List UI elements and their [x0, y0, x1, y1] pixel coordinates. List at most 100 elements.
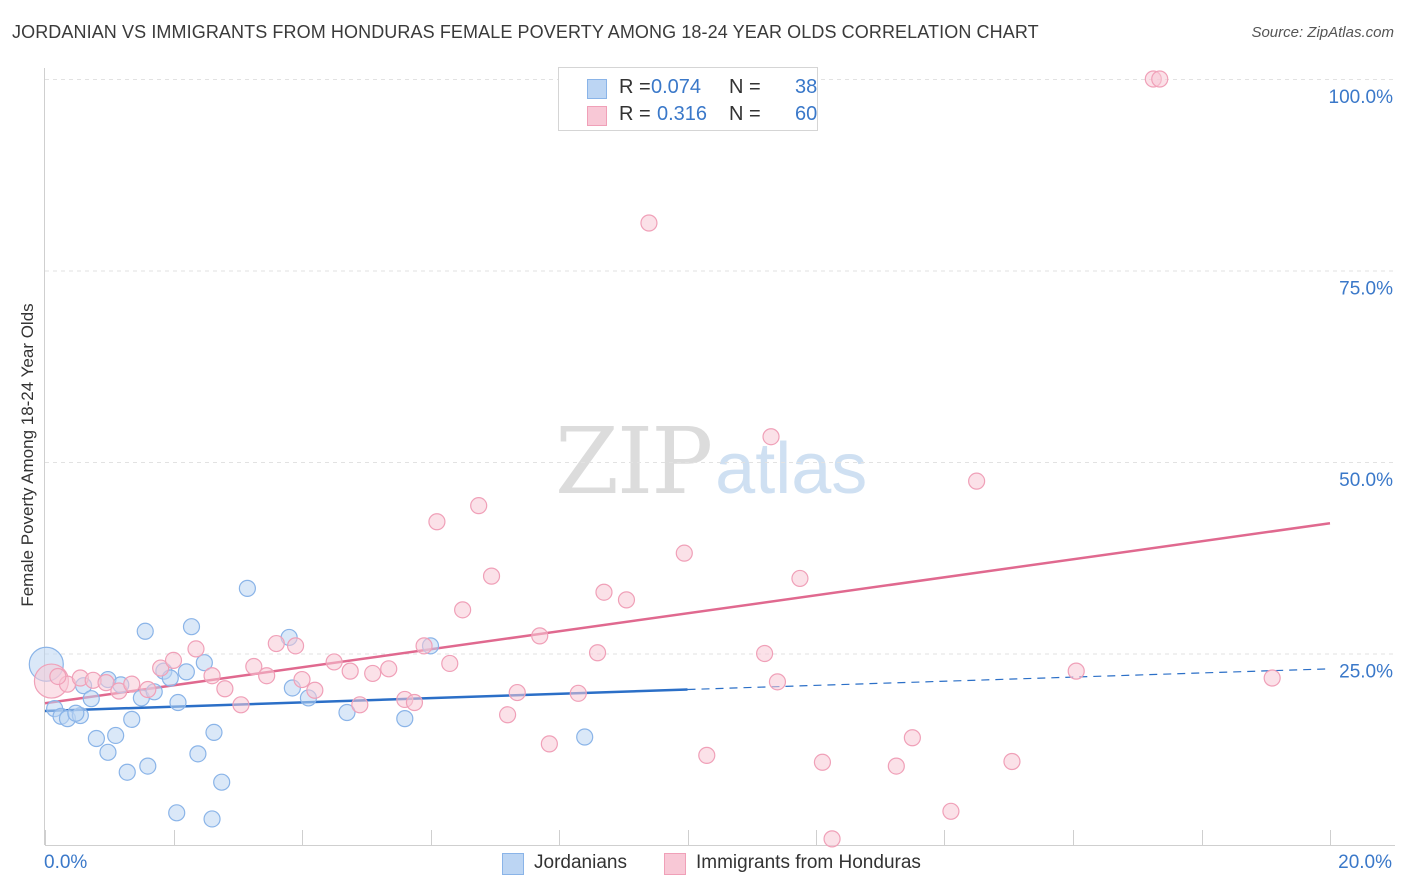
honduras-point: [216, 680, 234, 698]
source-credit: Source: ZipAtlas.com: [1251, 24, 1394, 41]
y-tick-labels: 100.0% 75.0% 50.0% 25.0%: [1329, 87, 1394, 683]
jordanian-point: [182, 618, 201, 636]
honduras-point: [364, 664, 382, 683]
jordanian-point: [189, 745, 207, 763]
legend-n-value: 60: [795, 103, 818, 125]
honduras-point: [470, 497, 488, 515]
honduras-point: [258, 667, 276, 685]
honduras-point: [97, 674, 115, 692]
honduras-point: [152, 659, 170, 677]
honduras-point: [325, 653, 343, 671]
honduras-point: [1067, 662, 1085, 680]
honduras-point: [1263, 669, 1281, 687]
legend-r-label: R =: [619, 76, 651, 98]
honduras-point: [1003, 752, 1021, 771]
grid-lines: [45, 79, 1395, 655]
honduras-point: [1151, 70, 1169, 88]
legend-r-value: 0.316: [657, 103, 708, 125]
y-tick-label: 100.0%: [1329, 87, 1394, 108]
honduras-point: [164, 651, 183, 669]
honduras-point: [531, 627, 549, 645]
honduras-point: [123, 675, 141, 693]
jordanian-point: [205, 723, 223, 741]
jordanian-point: [213, 773, 231, 791]
jordanian-point: [177, 663, 195, 681]
x-tick-label-min: 0.0%: [44, 852, 88, 873]
honduras-point: [640, 214, 658, 232]
honduras-point: [187, 640, 205, 658]
honduras-point: [482, 567, 501, 585]
legend-swatch-honduras: [587, 106, 607, 126]
honduras-point: [887, 757, 905, 775]
data-points: [28, 70, 1281, 848]
honduras-point: [540, 735, 558, 753]
legend-r-label: R =: [619, 103, 651, 125]
jordanian-point: [576, 728, 594, 746]
honduras-point: [762, 428, 780, 446]
honduras-point: [823, 830, 841, 848]
honduras-point: [232, 696, 250, 714]
honduras-point: [293, 670, 311, 689]
axes: [44, 68, 1395, 846]
jordanian-point: [87, 729, 106, 748]
honduras-point: [380, 660, 398, 678]
jordanian-point: [118, 763, 136, 781]
jordanian-point: [99, 743, 117, 761]
bottom-legend-swatch-honduras: [664, 853, 686, 875]
legend-n-label: N =: [729, 103, 761, 125]
bottom-legend-label-honduras: Immigrants from Honduras: [696, 852, 921, 873]
legend-r-value: 0.074: [651, 76, 702, 98]
honduras-point: [968, 472, 986, 490]
honduras-point: [569, 684, 587, 702]
jordanian-point: [338, 703, 356, 722]
jordanian-point: [139, 757, 157, 775]
jordanian-trend-extension: [687, 668, 1331, 691]
jordanian-point: [203, 810, 221, 828]
honduras-point: [698, 746, 716, 764]
jordanian-point: [107, 726, 125, 745]
jordanian-point: [123, 710, 141, 728]
honduras-point: [415, 637, 433, 655]
honduras-point: [903, 729, 921, 747]
chart-title: JORDANIAN VS IMMIGRANTS FROM HONDURAS FE…: [12, 22, 1039, 42]
y-tick-label: 25.0%: [1339, 662, 1393, 683]
bottom-legend-swatch-jordanians: [502, 853, 524, 875]
honduras-point: [588, 644, 607, 662]
honduras-point: [245, 657, 263, 676]
honduras-point: [454, 601, 472, 619]
honduras-point: [617, 591, 636, 609]
jordanian-point: [169, 693, 187, 712]
x-tick-label-max: 20.0%: [1338, 852, 1392, 873]
jordanian-point: [238, 579, 256, 597]
honduras-point: [405, 693, 424, 712]
jordanian-point: [168, 804, 186, 822]
y-tick-label: 50.0%: [1339, 470, 1393, 491]
legend-swatch-jordanians: [587, 79, 607, 99]
honduras-point: [267, 634, 285, 653]
legend-n-label: N =: [729, 76, 761, 98]
jordanian-point: [67, 704, 85, 722]
honduras-point: [441, 654, 459, 673]
honduras-point: [791, 569, 809, 588]
honduras-point: [428, 513, 446, 531]
honduras-point: [139, 680, 157, 699]
honduras-point: [306, 681, 324, 699]
honduras-point: [499, 706, 517, 724]
correlation-legend: R = 0.074 N = 38 R = 0.316 N = 60: [558, 67, 818, 131]
jordanian-point: [396, 710, 414, 728]
honduras-point: [595, 583, 613, 601]
y-tick-label: 75.0%: [1339, 279, 1393, 300]
honduras-point: [768, 673, 787, 691]
honduras-point: [203, 667, 221, 685]
honduras-point: [351, 696, 369, 714]
honduras-point: [942, 802, 960, 820]
honduras-point: [755, 644, 774, 663]
honduras-point: [286, 637, 305, 655]
jordanian-point: [136, 622, 154, 640]
honduras-point: [813, 753, 832, 771]
honduras-point: [341, 662, 359, 680]
bottom-legend-label-jordanians: Jordanians: [534, 852, 627, 873]
jordanian-point: [82, 690, 100, 708]
jordanian-point: [195, 654, 213, 672]
